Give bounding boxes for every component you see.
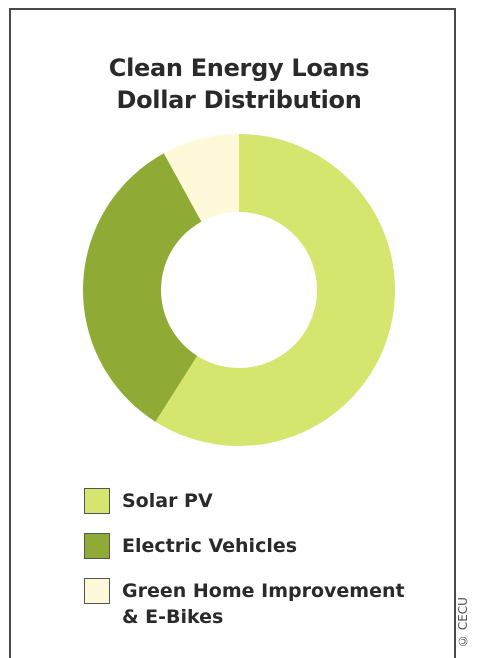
legend-label-electric-vehicles: Electric Vehicles (122, 535, 298, 557)
legend-swatch-green-home (84, 578, 110, 604)
legend-label-solar-pv: Solar PV (122, 490, 213, 512)
chart-title-line-1: Clean Energy Loans (108, 54, 370, 82)
copyright-text: © CECU (456, 597, 470, 648)
legend-label-green-home-line-2: & E-Bikes (122, 606, 224, 628)
legend-swatch-electric-vehicles (84, 533, 110, 559)
chart-title-line-2: Dollar Distribution (116, 86, 362, 114)
legend-swatch-solar-pv (84, 488, 110, 514)
chart-title: Clean Energy Loans Dollar Distribution (0, 52, 478, 116)
slice-solar-pv (155, 134, 396, 446)
slice-green-home-improvement (163, 134, 239, 222)
legend-label-green-home-line-1: Green Home Improvement (122, 580, 405, 602)
slice-electric-vehicles (82, 153, 202, 422)
